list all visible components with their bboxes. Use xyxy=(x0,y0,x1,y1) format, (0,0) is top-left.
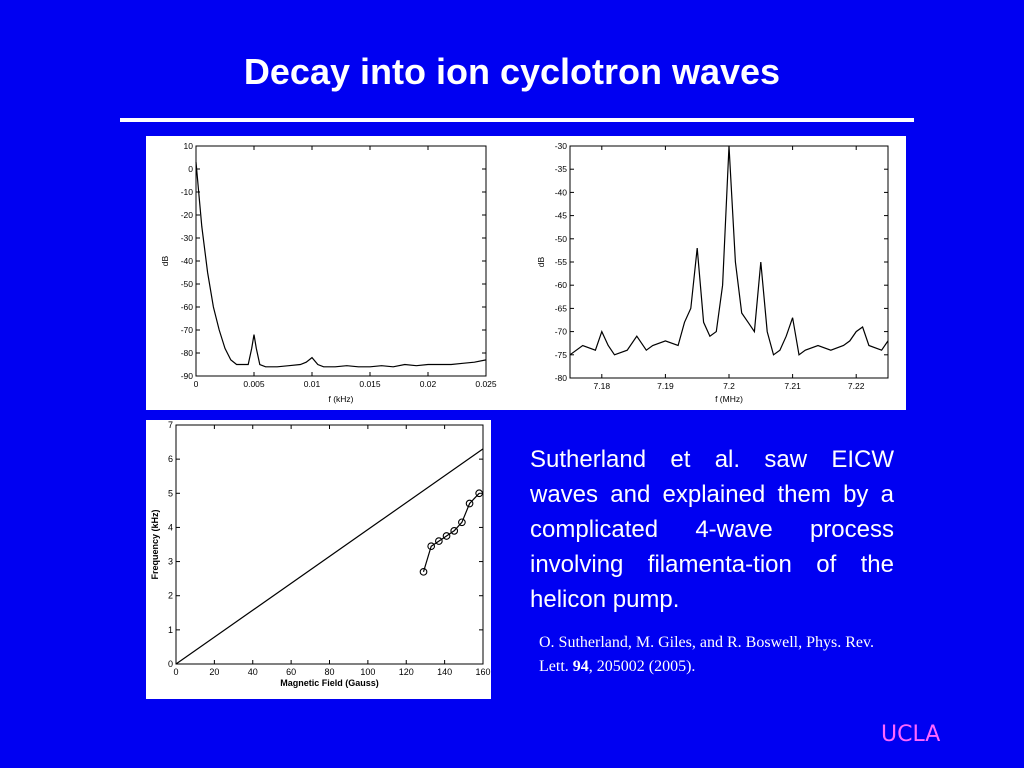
y-tick-label: 5 xyxy=(168,488,173,498)
y-tick-label: -30 xyxy=(181,233,194,243)
y-tick-label: 0 xyxy=(168,659,173,669)
y-tick-label: 0 xyxy=(188,164,193,174)
citation-volume: 94 xyxy=(572,658,589,675)
plot-frame xyxy=(195,145,487,377)
x-tick-label: 0 xyxy=(173,667,178,677)
y-tick-label: -70 xyxy=(181,325,194,335)
data-point xyxy=(427,542,436,551)
y-tick-label: 2 xyxy=(168,591,173,601)
x-tick-label: 7.2 xyxy=(723,381,735,391)
y-tick-label: -35 xyxy=(555,164,568,174)
y-tick-label: -90 xyxy=(181,371,194,381)
ucla-logo-text: UCLA xyxy=(881,722,941,747)
y-tick-label: -20 xyxy=(181,210,194,220)
x-tick-label: 160 xyxy=(475,667,490,677)
y-tick-label: -65 xyxy=(555,303,568,313)
x-tick-label: 40 xyxy=(248,667,258,677)
x-tick-label: 140 xyxy=(437,667,452,677)
x-tick-label: 0.005 xyxy=(243,379,265,389)
dispersion-figure-panel: 0 20 40 60 80 100 120 140 160 0 1 2 3 4 5 6 7 Magnetic Fi… xyxy=(146,420,491,699)
data-point xyxy=(435,537,443,545)
y-tick-label: -70 xyxy=(555,327,568,337)
data-line xyxy=(195,162,487,368)
data-point xyxy=(458,518,466,527)
y-tick-label: 4 xyxy=(168,522,173,532)
plot-frame xyxy=(569,145,889,379)
spectra-figure-panel: 0 0.005 0.01 0.015 0.02 0.025 10 0 -10 -20 -30 -40 -… xyxy=(146,136,906,410)
data-point xyxy=(450,526,459,535)
x-tick-label: 60 xyxy=(286,667,296,677)
y-axis-label: dB xyxy=(536,256,546,267)
x-tick-label: 7.18 xyxy=(594,381,611,391)
x-tick-label: 7.21 xyxy=(784,381,801,391)
x-tick-label: 0.02 xyxy=(420,379,437,389)
x-tick-label: 0.01 xyxy=(304,379,321,389)
y-tick-label: -55 xyxy=(555,257,568,267)
x-tick-label: 7.22 xyxy=(848,381,865,391)
data-point xyxy=(419,567,428,576)
y-axis-label: dB xyxy=(160,255,170,266)
y-tick-label: -45 xyxy=(555,211,568,221)
y-tick-label: -80 xyxy=(555,373,568,383)
spectrum-mhz-chart: 7.18 7.19 7.2 7.21 7.22 -30 -35 -40 -45 -50 -55 -60… xyxy=(536,141,889,404)
y-tick-label: -10 xyxy=(181,187,194,197)
y-tick-label: -80 xyxy=(181,348,194,358)
slide-body-text: Sutherland et al. saw EICW waves and exp… xyxy=(530,446,894,613)
y-tick-label: -60 xyxy=(181,302,194,312)
x-tick-label: 80 xyxy=(324,667,334,677)
citation-pages-year: , 205002 (2005). xyxy=(588,658,696,675)
x-tick-label: 0 xyxy=(194,379,199,389)
frequency-vs-field-chart: 0 20 40 60 80 100 120 140 160 0 1 2 3 4 5 6 7 Magnetic Fi… xyxy=(150,420,491,688)
slide-title: Decay into ion cyclotron waves xyxy=(243,51,781,92)
y-tick-label: -60 xyxy=(555,280,568,290)
x-tick-label: 0.015 xyxy=(359,379,381,389)
y-tick-label: 7 xyxy=(168,420,173,430)
y-tick-label: 6 xyxy=(168,454,173,464)
x-tick-label: 100 xyxy=(360,667,375,677)
x-tick-label: 120 xyxy=(399,667,414,677)
x-tick-label: 7.19 xyxy=(657,381,674,391)
reference-citation: O. Sutherland, M. Giles, and R. Boswell,… xyxy=(539,631,899,679)
y-tick-label: 3 xyxy=(168,557,173,567)
y-tick-label: 10 xyxy=(184,141,194,151)
y-axis-label: Frequency (kHz) xyxy=(150,509,160,579)
citation-authors: O. Sutherland, M. Giles, and R. Boswell,… xyxy=(539,634,874,675)
x-axis-label: Magnetic Field (Gauss) xyxy=(280,678,379,688)
data-point xyxy=(475,489,484,498)
y-tick-label: -40 xyxy=(181,256,194,266)
x-tick-label: 20 xyxy=(209,667,219,677)
y-tick-label: -50 xyxy=(181,279,194,289)
y-tick-label: -50 xyxy=(555,234,568,244)
data-line xyxy=(175,448,484,665)
y-tick-label: -30 xyxy=(555,141,568,151)
y-tick-label: -75 xyxy=(555,350,568,360)
data-line xyxy=(569,145,889,356)
y-tick-label: -40 xyxy=(555,187,568,197)
data-point xyxy=(465,499,474,508)
title-underline xyxy=(120,118,914,122)
plot-frame xyxy=(175,424,484,665)
y-tick-label: 1 xyxy=(168,625,173,635)
x-axis-label: f (MHz) xyxy=(715,394,743,404)
spectrum-khz-chart: 0 0.005 0.01 0.015 0.02 0.025 10 0 -10 -20 -30 -40 -… xyxy=(160,141,497,404)
x-axis-label: f (kHz) xyxy=(328,394,353,404)
data-point xyxy=(442,532,451,540)
x-tick-label: 0.025 xyxy=(475,379,497,389)
